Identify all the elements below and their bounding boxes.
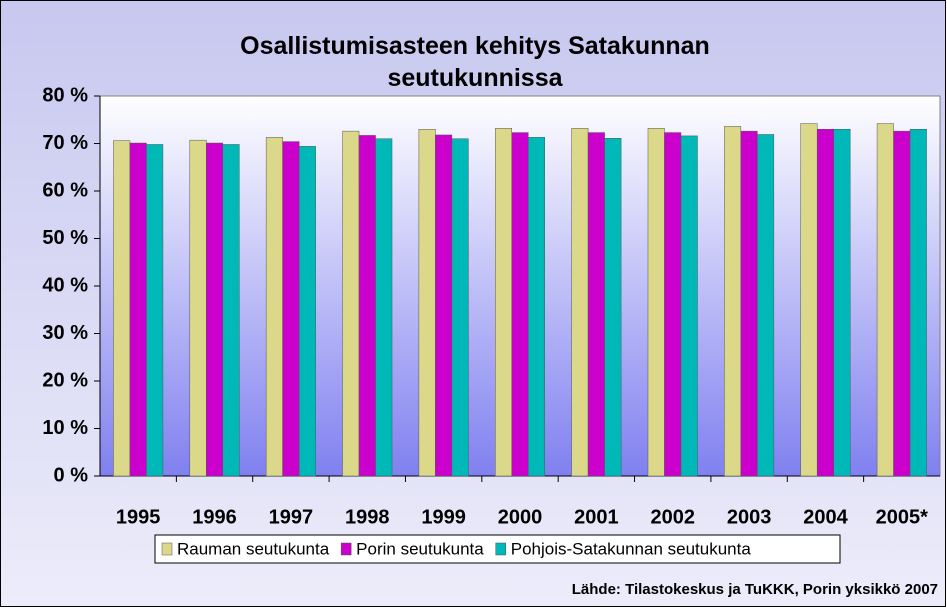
x-tick-label: 1995: [116, 506, 161, 528]
x-tick-label: 1997: [269, 506, 314, 528]
bar: [757, 134, 775, 477]
bar: [342, 130, 360, 477]
chart-title: Osallistumisasteen kehitys Satakunnan se…: [240, 32, 710, 92]
y-tick-label: 80 %: [42, 84, 88, 106]
x-tick-label: 1996: [192, 506, 237, 528]
bar: [571, 128, 589, 477]
bar: [375, 138, 393, 477]
bar: [680, 135, 698, 477]
legend-swatch: [161, 542, 173, 556]
x-tick-label: 1998: [345, 506, 390, 528]
bar: [604, 138, 622, 477]
bar: [298, 146, 316, 477]
bar: [528, 137, 545, 477]
bar: [206, 142, 224, 477]
y-tick-label: 40 %: [42, 274, 88, 296]
bar: [146, 144, 164, 477]
y-tick-label: 70 %: [42, 132, 88, 154]
legend-label: Rauman seutukunta: [177, 539, 330, 558]
bar: [816, 129, 834, 477]
legend-swatch: [495, 542, 506, 556]
y-tick-label: 10 %: [42, 417, 88, 439]
x-tick-label: 2005*: [876, 506, 928, 528]
bar: [435, 134, 453, 477]
x-tick-label: 1999: [421, 506, 466, 528]
bar: [265, 137, 283, 477]
bar: [358, 135, 376, 477]
bar: [129, 142, 147, 477]
bar: [222, 144, 240, 477]
legend-swatch: [340, 542, 352, 556]
y-tick-label: 30 %: [42, 322, 88, 344]
bar: [511, 132, 529, 477]
bar: [451, 138, 469, 477]
bar: [724, 126, 742, 477]
y-tick-label: 0 %: [54, 464, 89, 486]
bar: [664, 132, 682, 477]
x-tick-label: 2000: [498, 506, 543, 528]
source-note: Lähde: Tilastokeskus ja TuKKK, Porin yks…: [572, 581, 938, 598]
bar: [495, 128, 512, 477]
y-tick-label: 60 %: [42, 179, 88, 201]
bar: [893, 130, 911, 477]
x-tick-label: 2004: [803, 506, 848, 528]
bar: [282, 141, 300, 477]
y-tick-label: 20 %: [42, 369, 88, 391]
bar: [740, 130, 758, 477]
x-tick-label: 2002: [650, 506, 695, 528]
bar: [418, 129, 436, 477]
x-tick-label: 2003: [727, 506, 772, 528]
bar: [833, 129, 851, 477]
bar: [587, 132, 605, 477]
bar: [800, 123, 818, 477]
legend-label: Porin seutukunta: [356, 539, 484, 558]
legend-label: Pohjois-Satakunnan seutukunta: [511, 539, 752, 558]
x-tick-label: 2001: [574, 506, 619, 528]
bar: [647, 128, 665, 477]
bar: [113, 140, 131, 477]
y-tick-label: 50 %: [42, 227, 88, 249]
bar: [876, 123, 894, 477]
bar: [909, 129, 927, 477]
bar: [189, 139, 207, 477]
